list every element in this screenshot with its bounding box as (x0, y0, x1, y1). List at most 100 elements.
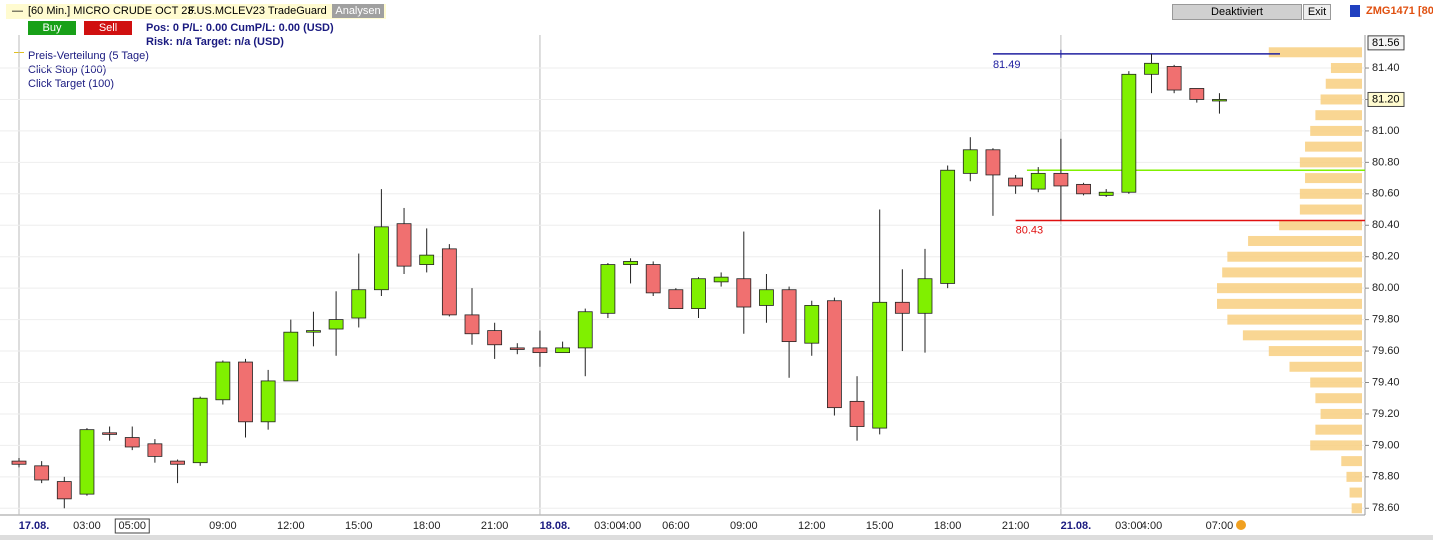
candle-body (985, 149, 1001, 176)
profile-bar (1346, 471, 1362, 482)
profile-bar (1310, 377, 1362, 388)
legend-item: Preis-Verteilung (5 Tage) (28, 50, 149, 62)
x-tick-label: 4:00 (620, 520, 641, 532)
profile-bar (1227, 314, 1362, 325)
candle-body (1008, 177, 1023, 187)
profile-bar (1315, 424, 1362, 435)
candle-body (736, 278, 752, 308)
account: F.US.MCLEV23 TradeGuard (188, 5, 327, 17)
price-marker-box (1367, 91, 1405, 107)
candle-body (306, 330, 321, 333)
y-tick-label: 79.00 (1372, 439, 1400, 451)
y-tick-label: 80.00 (1372, 282, 1400, 294)
profile-bar (1315, 110, 1362, 121)
candle-body (713, 276, 729, 283)
candle-body (804, 305, 820, 344)
candle-body (759, 289, 774, 306)
candle-body (1076, 183, 1091, 195)
y-tick-label: 78.60 (1372, 502, 1400, 514)
risk: Risk: n/a Target: n/a (USD) (146, 36, 284, 48)
candle-body (328, 319, 344, 330)
deaktiviert-button[interactable]: Deaktiviert (1172, 4, 1302, 20)
sell-button[interactable]: Sell (84, 21, 132, 35)
x-tick-label: 21.08. (1061, 520, 1092, 532)
x-tick-label: 12:00 (277, 520, 305, 532)
candle-body (1121, 73, 1137, 193)
y-tick-label: 79.60 (1372, 345, 1400, 357)
candle-body (192, 397, 208, 464)
y-tick-label: 79.40 (1372, 376, 1400, 388)
menu-dash[interactable]: — (12, 5, 23, 17)
clock-icon (1236, 520, 1246, 530)
candle-body (79, 429, 95, 495)
profile-bar (1289, 361, 1362, 372)
analysen-button[interactable]: Analysen (332, 4, 384, 18)
candle-body (441, 248, 457, 316)
profile-bar (1299, 188, 1362, 199)
candle-body (487, 330, 503, 346)
instrument: [60 Min.] MICRO CRUDE OCT 23 (28, 5, 194, 17)
profile-bar (1320, 408, 1362, 419)
candle-body (1030, 172, 1046, 190)
profile-bar (1217, 298, 1362, 309)
scrollbar (0, 535, 1433, 540)
x-tick-label: 05:00 (118, 520, 146, 532)
x-tick-label: 07:00 (1206, 520, 1234, 532)
profile-bar (1279, 220, 1362, 231)
x-tick-label: 4:00 (1141, 520, 1162, 532)
candle-body (781, 289, 797, 343)
candle-body (238, 361, 253, 423)
candle-body (555, 347, 570, 354)
candle-body (124, 437, 140, 448)
legend-item: Click Stop (100) (28, 64, 107, 76)
buy-button[interactable]: Buy (28, 21, 76, 35)
y-tick-label: 81.40 (1372, 62, 1400, 74)
profile-bar (1305, 173, 1362, 184)
exit-button[interactable]: Exit (1303, 4, 1331, 20)
x-tick-label: 03:00 (73, 520, 101, 532)
profile-bar (1268, 346, 1362, 357)
legend-swatch (14, 52, 24, 53)
price-level-label: 80.43 (1016, 224, 1044, 236)
profile-bar (1299, 204, 1362, 215)
profile-bar (1310, 125, 1362, 136)
candle-body (283, 331, 299, 382)
candle-body (102, 432, 117, 435)
profile-bar (1217, 283, 1362, 294)
x-tick-label: 15:00 (866, 520, 894, 532)
profile-bar (1227, 251, 1362, 262)
profile-bar (1299, 157, 1362, 168)
y-tick-label: 80.20 (1372, 251, 1400, 263)
candle-body (147, 443, 163, 457)
x-tick-label: 18:00 (413, 520, 441, 532)
candle-body (11, 460, 27, 465)
x-tick-label: 21:00 (481, 520, 509, 532)
y-tick-label: 81.20 (1372, 93, 1400, 105)
candle-body (351, 289, 367, 319)
account-icon (1350, 5, 1360, 17)
position: Pos: 0 P/L: 0.00 CumP/L: 0.00 (USD) (146, 22, 334, 34)
profile-bar (1349, 487, 1362, 498)
candle-body (668, 289, 684, 309)
x-tick-label: 21:00 (1002, 520, 1030, 532)
x-tick-label: 09:00 (209, 520, 237, 532)
candle-body (260, 380, 276, 423)
y-tick-label: 80.40 (1372, 219, 1400, 231)
legend-item: Click Target (100) (28, 78, 114, 90)
profile-bar (1330, 63, 1362, 74)
candle-body (170, 460, 185, 465)
x-tick-label: 15:00 (345, 520, 373, 532)
x-tick-label: 09:00 (730, 520, 758, 532)
title-bar (6, 4, 386, 19)
price-marker-label: 81.56 (1372, 37, 1400, 49)
price-marker-label: 81.20 (1372, 93, 1400, 105)
candle-body (1144, 62, 1159, 75)
y-tick-label: 81.00 (1372, 125, 1400, 137)
profile-bar (1310, 440, 1362, 451)
candle-body (849, 400, 865, 427)
candle-body (1098, 191, 1114, 196)
y-tick-label: 79.20 (1372, 408, 1400, 420)
candle-body (1212, 99, 1227, 102)
candle-body (419, 254, 435, 265)
